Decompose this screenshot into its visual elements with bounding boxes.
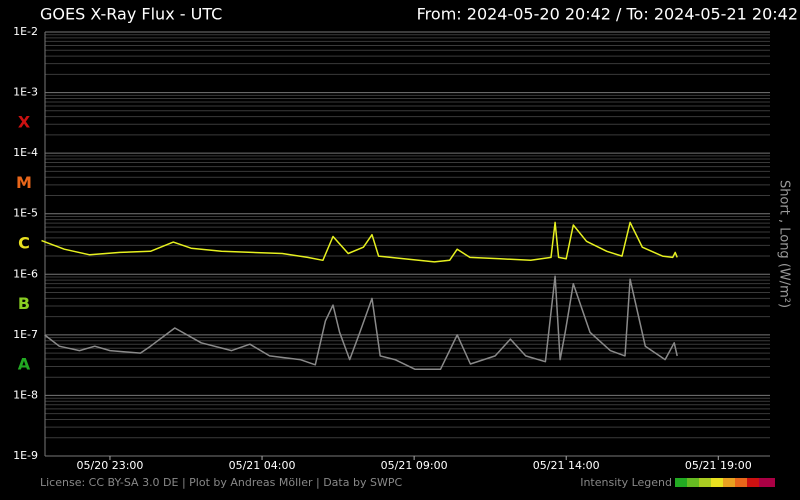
legend-swatch xyxy=(675,478,687,487)
y-tick-label: 1E-6 xyxy=(13,267,38,280)
y-tick-label: 1E-5 xyxy=(13,207,38,220)
intensity-legend xyxy=(675,478,775,487)
y-tick-label: 1E-9 xyxy=(13,449,38,462)
x-tick-label: 05/21 04:00 xyxy=(229,459,296,472)
legend-label: Intensity Legend xyxy=(580,476,672,489)
y-tick-label: 1E-4 xyxy=(13,146,38,159)
flare-class-label: B xyxy=(18,294,30,313)
y-tick-label: 1E-3 xyxy=(13,86,38,99)
y-tick-label: 1E-2 xyxy=(13,25,38,38)
series-line xyxy=(44,275,678,371)
legend-swatch xyxy=(687,478,699,487)
flare-class-label: M xyxy=(16,173,32,192)
flare-class-label: X xyxy=(18,112,31,131)
legend-swatch xyxy=(699,478,711,487)
legend-swatch xyxy=(747,478,759,487)
grid xyxy=(45,31,770,457)
x-tick-label: 05/21 19:00 xyxy=(685,459,752,472)
y-tick-label: 1E-8 xyxy=(13,388,38,401)
flare-class-label: A xyxy=(18,355,31,374)
flare-class-label: C xyxy=(18,234,30,253)
x-tick-label: 05/20 23:00 xyxy=(77,459,144,472)
time-range: From: 2024-05-20 20:42 / To: 2024-05-21 … xyxy=(417,5,798,24)
legend-swatch xyxy=(759,478,775,487)
chart-title: GOES X-Ray Flux - UTC xyxy=(40,5,222,24)
legend-swatch xyxy=(735,478,747,487)
y-axis-label: Short , Long (W/m²) xyxy=(777,180,792,308)
legend-swatch xyxy=(711,478,723,487)
footer: License: CC BY-SA 3.0 DE | Plot by Andre… xyxy=(40,476,402,489)
series-line xyxy=(41,221,678,263)
x-tick-label: 05/21 09:00 xyxy=(381,459,448,472)
legend-swatch xyxy=(723,478,735,487)
y-tick-label: 1E-7 xyxy=(13,328,38,341)
x-tick-label: 05/21 14:00 xyxy=(533,459,600,472)
